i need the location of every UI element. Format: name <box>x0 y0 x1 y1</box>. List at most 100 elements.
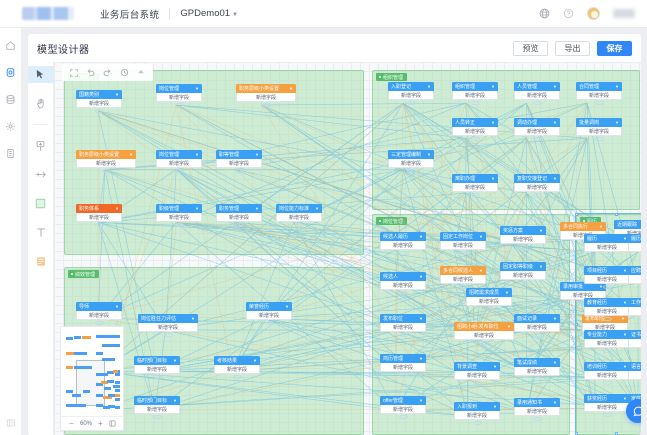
node-port[interactable] <box>174 223 184 227</box>
note-block-tool[interactable] <box>28 253 54 270</box>
node-title[interactable]: 录用通知书 ▼ <box>514 398 560 407</box>
select-tool[interactable] <box>28 66 54 83</box>
model-node[interactable]: 履历 ▼ 新增字段 <box>584 234 630 257</box>
node-add-field[interactable]: 新增字段 <box>76 311 122 320</box>
model-node[interactable]: 简历管理 ▼ 新增字段 <box>380 354 426 377</box>
model-node[interactable]: 复职交接登记 ▼ 新增字段 <box>514 174 560 197</box>
chevron-down-icon[interactable]: ▼ <box>623 236 627 241</box>
chevron-down-icon[interactable]: ▼ <box>427 152 431 157</box>
node-title[interactable]: 简历管理 ▼ <box>380 354 426 363</box>
preview-button[interactable]: 预览 <box>513 40 548 56</box>
node-port[interactable] <box>398 291 408 295</box>
node-add-field[interactable]: 新增字段 <box>514 323 560 332</box>
chevron-down-icon[interactable]: ▼ <box>491 120 495 125</box>
chevron-down-icon[interactable]: ▼ <box>419 274 423 279</box>
chevron-down-icon[interactable]: ▼ <box>195 86 199 91</box>
model-node[interactable]: 岗位管理 ▼ 新增字段 <box>156 150 202 173</box>
settings-icon[interactable] <box>5 121 16 132</box>
node-add-field[interactable]: 新增字段 <box>584 243 630 252</box>
model-node[interactable]: 批量调岗 ▼ 新增字段 <box>576 118 622 141</box>
node-port[interactable] <box>458 251 468 255</box>
node-port[interactable] <box>594 101 604 105</box>
node-title[interactable]: 招聘小组-发布职位 ▼ <box>454 322 514 331</box>
chevron-down-icon[interactable]: ▼ <box>255 152 259 157</box>
node-add-field[interactable]: 新增字段 <box>628 243 641 252</box>
node-add-field[interactable]: 新增字段 <box>628 275 641 284</box>
node-port[interactable] <box>398 333 408 337</box>
node-title[interactable]: 候选人 ▼ <box>380 272 426 281</box>
export-button[interactable]: 导出 <box>555 40 590 56</box>
upload-icon[interactable] <box>137 69 145 76</box>
node-add-field[interactable]: 新增字段 <box>514 127 560 136</box>
chevron-down-icon[interactable]: ▼ <box>623 300 627 305</box>
node-add-field[interactable]: 新增字段 <box>388 91 434 100</box>
node-title[interactable]: 履历版本库▼ <box>628 234 641 243</box>
model-node[interactable]: 工作经历▼新增字段 <box>628 298 641 316</box>
node-port[interactable] <box>532 101 542 105</box>
node-add-field[interactable]: 新增字段 <box>440 275 486 284</box>
node-title[interactable]: 语言能力▼ <box>628 362 641 371</box>
chevron-down-icon[interactable]: ▼ <box>195 152 199 157</box>
node-port[interactable] <box>232 375 242 379</box>
node-add-field[interactable]: 新增字段 <box>276 213 322 222</box>
designer-canvas[interactable]: 职务体系绩效管理组织管理岗位管理履历国籍类别▼新增字段岗位管理▼新增字段职务层级… <box>54 62 641 435</box>
chevron-down-icon[interactable]: ▼ <box>129 152 133 157</box>
model-icon[interactable] <box>5 67 16 78</box>
chevron-down-icon[interactable]: ▼ <box>539 228 543 233</box>
model-node[interactable]: 面试记录 ▼ 新增字段 <box>514 314 560 337</box>
node-title[interactable]: 批量调岗 ▼ <box>576 118 622 127</box>
chevron-down-icon[interactable]: ▼ <box>623 332 627 337</box>
node-title[interactable]: 复职交接登记 ▼ <box>514 174 560 183</box>
node-title[interactable]: 合同管理 ▼ <box>576 82 622 91</box>
model-node[interactable]: 发布职位 ▼ 新增字段 <box>380 314 426 337</box>
node-add-field[interactable]: 新增字段 <box>452 91 498 100</box>
node-title[interactable]: 职务管理 ▼ <box>216 204 262 213</box>
group-rect-tool[interactable] <box>28 195 54 212</box>
node-add-field[interactable]: 新增字段 <box>380 405 426 414</box>
chevron-down-icon[interactable]: ▼ <box>553 176 557 181</box>
node-add-field[interactable]: 新增字段 <box>156 159 202 168</box>
model-node[interactable]: 培训经历 ▼ 新增字段 <box>584 362 630 385</box>
node-port[interactable] <box>94 223 104 227</box>
refresh-icon[interactable] <box>120 68 129 77</box>
node-title[interactable]: 岗位胜任力评估 ▼ <box>138 314 198 323</box>
model-node[interactable]: 调动办理 ▼ 新增字段 <box>514 118 560 141</box>
chevron-down-icon[interactable]: ▼ <box>553 120 557 125</box>
node-title[interactable]: 岗位能力标准 ▼ <box>276 204 322 213</box>
chevron-down-icon[interactable]: ▼ <box>615 84 619 89</box>
node-port[interactable] <box>532 377 542 381</box>
node-title[interactable]: 发布职位 ▼ <box>380 314 426 323</box>
node-title[interactable]: 职务层级小类设置 ▼ <box>76 150 136 159</box>
model-node[interactable]: 国籍类别 ▼ 新增字段 <box>76 90 122 113</box>
chevron-down-icon[interactable]: ▼ <box>479 268 483 273</box>
resize-handle[interactable] <box>575 213 578 216</box>
model-node[interactable]: 合同管理 ▼ 新增字段 <box>576 82 622 105</box>
node-add-field[interactable]: 新增字段 <box>134 405 180 414</box>
node-add-field[interactable]: 新增字段 <box>216 159 262 168</box>
node-add-field[interactable]: 新增字段 <box>500 271 546 280</box>
node-add-field[interactable]: 新增字段 <box>628 371 641 380</box>
add-node-tool[interactable] <box>28 137 54 154</box>
node-add-field[interactable]: 新增字段 <box>216 213 262 222</box>
node-add-field[interactable]: 新增字段 <box>584 307 630 316</box>
model-node[interactable]: 候选人 ▼ 新增字段 <box>380 272 426 295</box>
node-title[interactable]: 教育经历 ▼ <box>584 298 630 307</box>
node-port[interactable] <box>94 321 104 325</box>
node-title[interactable]: 职务层级小类设置 ▼ <box>236 84 296 93</box>
node-add-field[interactable]: 新增字段 <box>380 323 426 332</box>
model-node[interactable]: 临时部门目标 ▼ 新增字段 <box>134 356 180 379</box>
model-node[interactable]: 候选人履历 ▼ 新增字段 <box>380 232 426 255</box>
node-title[interactable]: 人员转正 ▼ <box>452 118 498 127</box>
node-title[interactable]: 临时部门目标 ▼ <box>134 356 180 365</box>
chevron-down-icon[interactable]: ▼ <box>285 304 289 309</box>
model-node[interactable]: 临时部门目标 ▼ 新增字段 <box>134 396 180 419</box>
node-title[interactable]: 候选人履历 ▼ <box>380 232 426 241</box>
model-node[interactable]: offer管理 ▼ 新增字段 <box>380 396 426 419</box>
node-title[interactable]: 多合同执行 ▼ <box>560 222 606 231</box>
node-title[interactable]: 固定职等职级 ▼ <box>500 262 546 271</box>
node-port[interactable] <box>163 333 173 337</box>
connector-tool[interactable] <box>28 166 54 183</box>
node-port[interactable] <box>602 317 612 321</box>
node-add-field[interactable]: 新增字段 <box>454 411 500 420</box>
node-port[interactable] <box>398 251 408 255</box>
